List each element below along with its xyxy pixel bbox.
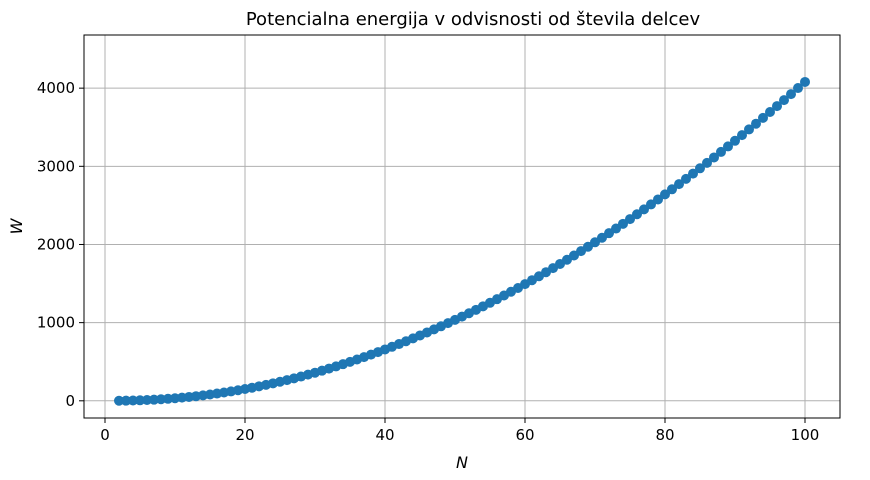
y-tick-label: 0	[65, 392, 75, 410]
data-point	[639, 204, 649, 215]
data-point	[688, 168, 698, 179]
data-point	[723, 141, 733, 152]
data-point	[702, 157, 712, 168]
data-point	[800, 76, 810, 87]
data-point	[716, 146, 726, 157]
data-point	[121, 395, 131, 406]
x-tick-label: 40	[375, 426, 394, 444]
data-point	[681, 173, 691, 184]
data-point	[793, 83, 803, 94]
data-point	[674, 179, 684, 190]
data-point	[618, 218, 628, 229]
plot-frame	[83, 34, 841, 419]
data-point	[751, 118, 761, 129]
chart-title: Potencialna energija v odvisnosti od šte…	[246, 9, 701, 30]
data-point	[625, 214, 635, 225]
x-tick-label: 0	[100, 426, 110, 444]
data-point	[772, 101, 782, 112]
data-point	[758, 112, 768, 123]
y-tick-label: 1000	[37, 314, 75, 332]
data-point	[730, 135, 740, 146]
data-point	[653, 194, 663, 205]
x-tick-label: 80	[655, 426, 674, 444]
data-point	[695, 163, 705, 174]
data-point	[765, 107, 775, 118]
y-tick-label: 4000	[37, 79, 75, 97]
data-point	[128, 395, 138, 406]
x-tick-label: 100	[791, 426, 820, 444]
grid-layer	[84, 35, 840, 418]
data-point	[632, 209, 642, 220]
x-axis-label: N	[456, 453, 468, 472]
data-point	[646, 199, 656, 210]
y-tick-label: 2000	[37, 235, 75, 253]
data-point	[779, 95, 789, 106]
data-point	[114, 395, 124, 406]
data-point	[135, 395, 145, 406]
x-tick-label: 20	[235, 426, 254, 444]
data-point	[667, 184, 677, 195]
data-points	[114, 76, 810, 406]
data-point	[611, 223, 621, 234]
data-point	[786, 89, 796, 100]
data-point	[744, 124, 754, 135]
y-tick-label: 3000	[37, 157, 75, 175]
y-axis-label: W	[7, 217, 26, 234]
data-point	[660, 189, 670, 200]
data-point	[709, 152, 719, 163]
data-point	[737, 130, 747, 141]
x-tick-label: 60	[515, 426, 534, 444]
